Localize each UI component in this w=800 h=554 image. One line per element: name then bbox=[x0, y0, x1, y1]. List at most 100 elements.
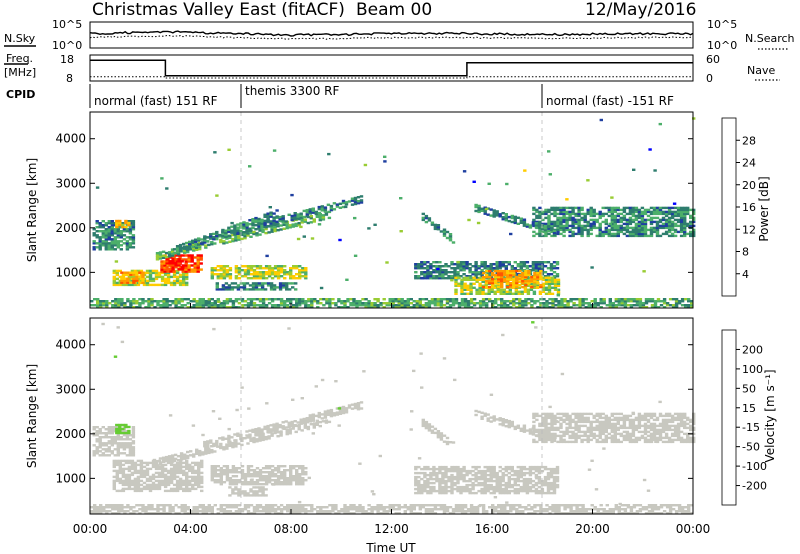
heatmap-cell bbox=[501, 489, 505, 493]
heatmap-cell bbox=[110, 226, 114, 229]
heatmap-cell bbox=[292, 298, 296, 301]
heatmap-cell bbox=[607, 432, 611, 436]
heatmap-cell bbox=[513, 491, 517, 495]
heatmap-cell bbox=[581, 300, 585, 303]
heatmap-cell bbox=[532, 208, 536, 212]
heatmap-cell bbox=[583, 412, 587, 416]
heatmap-cell bbox=[619, 220, 623, 224]
heatmap-cell bbox=[304, 277, 308, 280]
heatmap-cell bbox=[553, 224, 557, 228]
heatmap-cell bbox=[544, 412, 548, 416]
heatmap-cell bbox=[667, 222, 672, 226]
heatmap-cell bbox=[562, 228, 566, 232]
heatmap-cell bbox=[679, 212, 684, 216]
heatmap-cell bbox=[432, 473, 436, 477]
heatmap-cell bbox=[246, 271, 251, 274]
heatmap-cell bbox=[169, 463, 174, 467]
heatmap-cell bbox=[448, 237, 453, 240]
heatmap-cell bbox=[101, 432, 105, 435]
heatmap-cell bbox=[260, 224, 264, 227]
heatmap-cell bbox=[133, 465, 138, 469]
heatmap-cell bbox=[231, 488, 235, 491]
n-search-label: N.Search bbox=[745, 32, 795, 45]
heatmap-cell bbox=[571, 430, 575, 434]
heatmap-cell bbox=[538, 228, 542, 232]
heatmap-cell bbox=[121, 273, 126, 277]
heatmap-cell bbox=[263, 215, 267, 218]
heatmap-cell bbox=[652, 424, 657, 428]
heatmap-cell bbox=[219, 275, 223, 278]
heatmap-cell bbox=[231, 467, 236, 470]
heatmap-cell bbox=[480, 475, 484, 479]
heatmap-cell bbox=[459, 477, 463, 481]
heatmap-cell bbox=[222, 302, 227, 305]
heatmap-cell bbox=[670, 206, 675, 210]
heatmap-cell bbox=[586, 430, 590, 434]
heatmap-cell bbox=[655, 210, 660, 214]
heatmap-cell bbox=[219, 265, 223, 268]
heatmap-cell bbox=[423, 277, 427, 280]
heatmap-cell bbox=[454, 280, 458, 283]
heatmap-cell bbox=[556, 230, 560, 234]
heatmap-cell bbox=[185, 283, 189, 287]
heatmap-cell bbox=[559, 206, 563, 210]
heatmap-cell bbox=[327, 152, 331, 156]
heatmap-cell bbox=[601, 426, 605, 430]
heatmap-cell bbox=[441, 269, 445, 272]
heatmap-cell bbox=[222, 271, 227, 274]
heatmap-cell bbox=[673, 228, 678, 232]
heatmap-cell bbox=[622, 420, 627, 424]
heatmap-cell bbox=[625, 226, 630, 230]
heatmap-cell bbox=[295, 306, 299, 309]
heatmap-cell bbox=[568, 212, 572, 216]
heatmap-cell bbox=[167, 251, 172, 254]
heatmap-cell bbox=[613, 440, 617, 444]
heatmap-cell bbox=[105, 302, 109, 305]
heatmap-cell bbox=[356, 200, 361, 203]
heatmap-cell bbox=[237, 492, 241, 495]
heatmap-cell bbox=[161, 256, 166, 259]
heatmap-cell bbox=[118, 477, 122, 481]
heatmap-cell bbox=[119, 232, 123, 235]
heatmap-cell bbox=[248, 223, 252, 226]
heatmap-cell bbox=[438, 483, 442, 487]
heatmap-cell bbox=[500, 300, 504, 303]
heatmap-cell bbox=[243, 483, 248, 486]
heatmap-cell bbox=[462, 475, 466, 479]
heatmap-cell bbox=[537, 475, 542, 479]
heatmap-cell bbox=[589, 420, 593, 424]
heatmap-cell bbox=[552, 485, 557, 489]
heatmap-cell bbox=[595, 226, 599, 230]
heatmap-cell bbox=[344, 203, 349, 206]
heatmap-cell bbox=[334, 304, 338, 307]
heatmap-cell bbox=[151, 473, 156, 477]
heatmap-cell bbox=[182, 469, 186, 473]
heatmap-cell bbox=[213, 481, 217, 484]
heatmap-cell bbox=[276, 477, 281, 480]
heatmap-cell bbox=[498, 465, 502, 469]
heatmap-cell bbox=[225, 465, 230, 468]
heatmap-cell bbox=[258, 275, 263, 278]
heatmap-cell bbox=[414, 471, 418, 475]
heatmap-cell bbox=[562, 214, 566, 218]
heatmap-cell bbox=[580, 234, 584, 238]
heatmap-cell bbox=[358, 304, 362, 307]
heatmap-cell bbox=[296, 213, 300, 216]
heatmap-cell bbox=[676, 208, 681, 212]
heatmap-cell bbox=[444, 483, 448, 487]
heatmap-cell bbox=[255, 475, 260, 478]
heatmap-cell bbox=[254, 288, 259, 291]
heatmap-cell bbox=[439, 304, 444, 307]
heatmap-cell bbox=[513, 479, 517, 483]
heatmap-cell bbox=[165, 306, 169, 309]
heatmap-cell bbox=[267, 467, 272, 470]
heatmap-cell bbox=[528, 226, 533, 229]
heatmap-cell bbox=[538, 436, 542, 440]
heatmap-cell bbox=[607, 230, 611, 234]
heatmap-cell bbox=[296, 215, 300, 218]
heatmap-cell bbox=[261, 488, 265, 491]
heatmap-cell bbox=[613, 430, 617, 434]
heatmap-cell bbox=[107, 426, 111, 429]
heatmap-cell bbox=[95, 230, 99, 233]
